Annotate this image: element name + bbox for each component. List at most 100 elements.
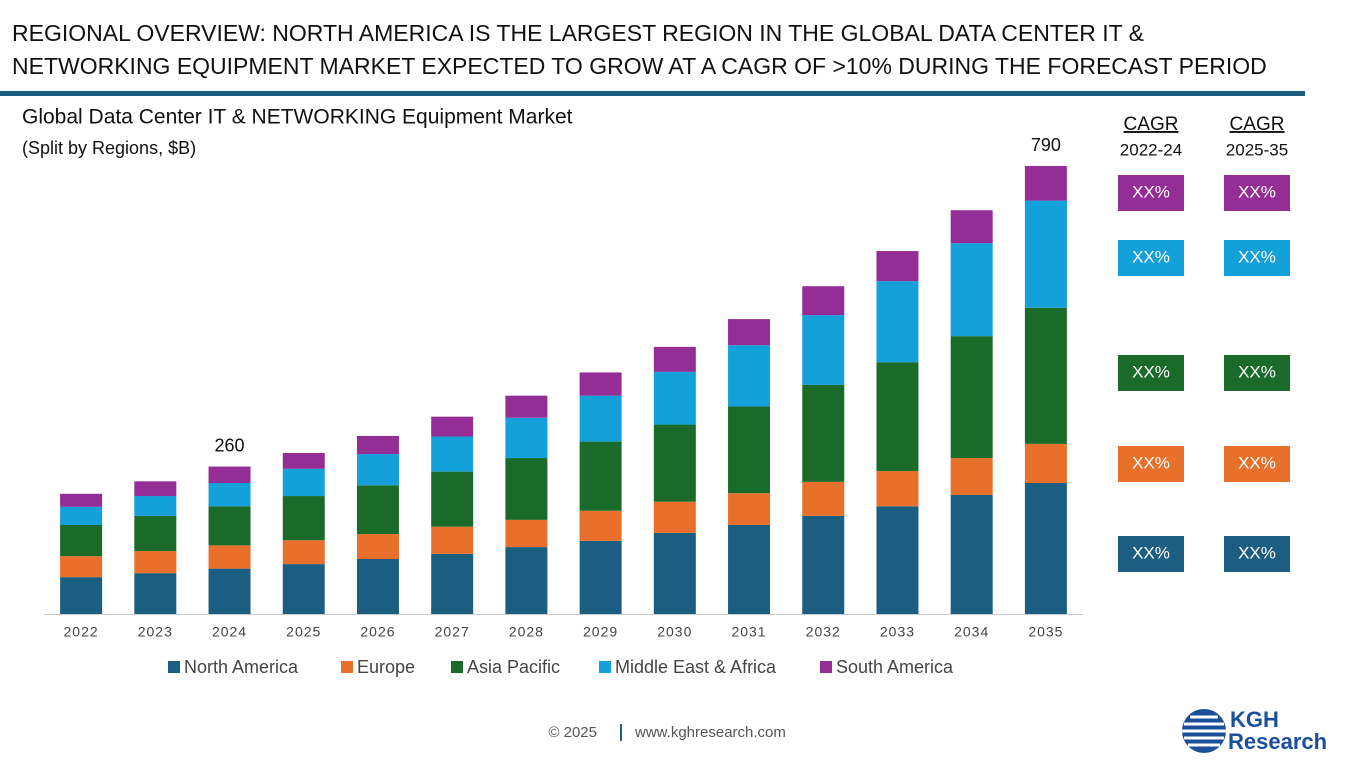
x-tick-label: 2035 [1028,624,1063,640]
x-tick-label: 2031 [731,624,766,640]
bar-segment [282,468,325,497]
bar-segment [282,452,325,469]
bar-segment [356,485,399,535]
bar-segment [208,506,251,546]
bar-segment [653,501,696,533]
cagr-value: XX% [1238,453,1276,472]
bar-segment [208,466,251,484]
cagr-period: 2022-24 [1120,140,1182,159]
bar-segment [60,556,103,578]
legend-label: Middle East & Africa [615,657,777,677]
bar-segment [1024,166,1067,201]
cagr-box [1224,175,1290,211]
cagr-period: 2025-35 [1226,140,1288,159]
bar-segment [208,568,251,614]
legend-label: Europe [357,657,415,677]
bar-segment [728,345,771,407]
bar-segment [876,471,919,507]
bar-segment [653,424,696,502]
bar-segment [802,315,845,385]
bar-segment [1024,483,1067,614]
bar-segment [208,483,251,507]
cagr-value: XX% [1132,453,1170,472]
bar-segment [356,558,399,614]
legend-swatch [451,661,463,673]
bar-segment [728,406,771,494]
bar-segment [60,506,103,525]
x-tick-label: 2025 [286,624,321,640]
title-rule [0,91,1305,96]
cagr-value: XX% [1238,362,1276,381]
bar-segment [356,435,399,455]
bar-segment [1024,443,1067,484]
logo-text: Research [1228,729,1327,754]
bar-segment [431,416,474,437]
total-label: 790 [1031,135,1061,155]
bar-segment [282,540,325,565]
bar-segment [505,417,548,459]
cagr-value: XX% [1132,247,1170,266]
bar-segment [134,573,177,614]
bar-segment [505,519,548,548]
x-tick-label: 2029 [583,624,618,640]
legend-swatch [599,661,611,673]
bar-segment [876,251,919,282]
bar-segment [134,551,177,574]
cagr-box [1118,175,1184,211]
bar-segment [802,384,845,482]
legend-label: South America [836,657,954,677]
cagr-box [1118,240,1184,276]
bar-segment [950,494,993,614]
bar-segment [579,510,622,541]
logo: KGH Research [1182,707,1327,754]
x-tick-label: 2028 [509,624,544,640]
x-tick-label: 2023 [138,624,173,640]
cagr-header: CAGR [1230,114,1285,135]
bar-segment [505,395,548,418]
bar-segment [802,515,845,614]
bar-segment [876,362,919,472]
cagr-box [1224,240,1290,276]
bar-segment [653,371,696,425]
bar-segment [356,534,399,559]
bar-segment [505,458,548,520]
bar-segment [505,547,548,614]
website: www.kghresearch.com [634,724,786,741]
bar-segment [579,441,622,511]
x-tick-label: 2027 [435,624,470,640]
bar-segment [431,526,474,554]
cagr-value: XX% [1238,247,1276,266]
cagr-box [1224,446,1290,482]
bar-segment [950,336,993,459]
bar-segment [802,481,845,516]
x-tick-label: 2022 [64,624,99,640]
bar-segment [431,553,474,614]
x-tick-label: 2032 [806,624,841,640]
bar-segment [356,454,399,486]
bar-segment [579,395,622,442]
bar-segment [60,577,103,614]
bar-segment [653,346,696,372]
cagr-value: XX% [1132,182,1170,201]
bar-segment [876,506,919,614]
logo-text: KGH [1230,707,1279,732]
cagr-box [1118,446,1184,482]
bar-segment [728,493,771,525]
cagr-header: CAGR [1124,114,1179,135]
chart-title: Global Data Center IT & NETWORKING Equip… [22,106,573,129]
bar-segment [653,532,696,614]
bar-segment [802,286,845,316]
x-tick-label: 2026 [360,624,395,640]
cagr-value: XX% [1238,543,1276,562]
bar-segment [134,496,177,516]
bar-segment [134,481,177,497]
bar-segment [282,496,325,541]
bar-segment [60,493,103,507]
cagr-box [1224,536,1290,572]
separator [620,724,622,741]
cagr-value: XX% [1132,362,1170,381]
bar-segment [728,524,771,614]
bar-segment [876,281,919,363]
cagr-box [1118,536,1184,572]
